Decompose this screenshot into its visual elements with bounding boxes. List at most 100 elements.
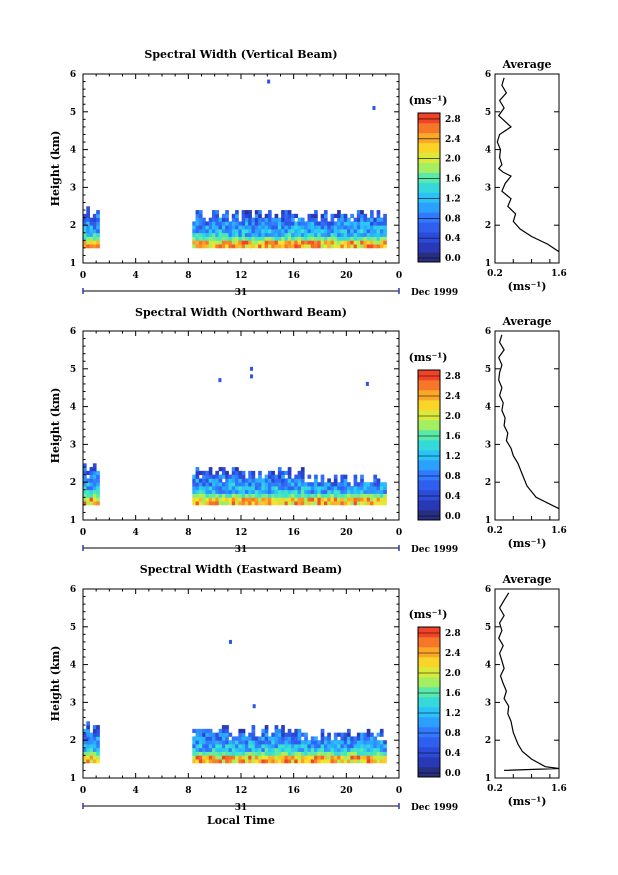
x-tick-label: 12 [235,786,248,796]
heatmap-cell [202,225,206,230]
x-tick-label: 4 [133,271,139,281]
heatmap-cell [314,213,318,219]
heatmap-cell [314,244,318,249]
average-y-tick-label: 4 [485,146,491,156]
heatmap-cell [218,485,223,491]
heatmap-cell [251,232,256,237]
heatmap-cell [304,759,308,764]
heatmap-cell [366,485,371,491]
heatmap-cell [86,236,90,241]
date-month-year-label: Dec 1999 [411,288,458,298]
heatmap-cell [327,478,331,483]
heatmap-cell [277,493,282,498]
heatmap-cell [244,740,249,745]
heatmap-cell [92,747,97,752]
heatmap-cell [205,236,210,241]
heatmap-cell [205,240,210,245]
heatmap-cell [291,217,295,222]
heatmap-cell [340,244,345,249]
heatmap-cell [258,474,262,479]
heatmap-cell [195,474,200,479]
heatmap-cell [379,236,384,241]
heatmap-cell [300,467,305,472]
heatmap-cell [281,217,285,222]
heatmap-cell [340,489,345,494]
heatmap-cell [274,240,279,245]
heatmap-cell [258,485,262,491]
heatmap-cell [337,221,341,226]
average-y-tick-label: 1 [485,259,491,269]
heatmap-cell [92,755,97,760]
colorbar-band [418,657,440,668]
y-tick-label: 4 [70,661,76,671]
heatmap-cell [274,225,279,230]
heatmap-cell [291,736,295,741]
heatmap-cell [195,236,200,241]
heatmap-cell [83,228,87,234]
heatmap-cell [363,740,368,745]
heatmap-cell [320,225,325,230]
heatmap-cell [370,228,374,234]
heatmap-cell [86,485,90,491]
heatmap-cell [274,482,279,487]
heatmap-cell [271,470,275,476]
heatmap-cell [337,228,341,234]
heatmap-cell [195,470,200,476]
heatmap-cell [251,482,256,487]
heatmap-cell [254,485,259,491]
heatmap-cell [277,478,282,483]
heatmap-cell [360,759,364,764]
heatmap-cell [310,751,315,756]
heatmap-cell [383,225,387,230]
heatmap-cell [215,493,220,498]
heatmap-cell [350,244,354,249]
heatmap-cell [317,244,322,249]
heatmap-cell [96,232,100,237]
heatmap-cell [307,240,312,245]
heatmap-cell [300,470,305,476]
heatmap-cell [310,225,315,230]
heatmap-cell [248,225,252,230]
heatmap-cell [320,478,325,483]
heatmap-cell [291,236,295,241]
heatmap-cell [264,232,269,237]
heatmap-cell [314,736,318,741]
heatmap-cell [218,497,223,502]
heatmap-cell [218,751,223,756]
heatmap-cell [225,217,229,222]
heatmap-cell [373,743,378,749]
heatmap-cell [258,225,262,230]
heatmap-cell [192,497,196,502]
heatmap-cell [86,732,90,737]
heatmap-cell [327,755,331,760]
heatmap-cell [205,728,210,734]
heatmap-cell [225,740,229,745]
heatmap-cell [291,743,295,749]
heatmap-cell [238,485,243,491]
heatmap-cell [235,221,239,226]
heatmap-cell [235,747,239,752]
heatmap-cell [218,755,223,760]
heatmap-cell [383,221,387,226]
heatmap-cell [291,759,295,764]
heatmap-cell [277,217,282,222]
heatmap-cell [330,244,335,249]
heatmap-cell [83,236,87,241]
heatmap-cell [235,470,239,476]
heatmap-cell [244,236,249,241]
heatmap-cell [96,732,100,737]
heatmap-cell [241,759,246,764]
heatmap-cell [208,236,213,241]
heatmap-cell [297,728,302,734]
heatmap-cell [241,751,246,756]
heatmap-cell [284,232,289,237]
heatmap-cell [264,482,269,487]
heatmap-cell [92,728,97,734]
heatmap-cell [244,497,249,502]
heatmap-cell [363,244,368,249]
heatmap-cell [330,482,335,487]
heatmap-cell [89,217,94,222]
heatmap-cell [264,478,269,483]
heatmap-cell [264,493,269,498]
heatmap-cell [261,244,266,249]
